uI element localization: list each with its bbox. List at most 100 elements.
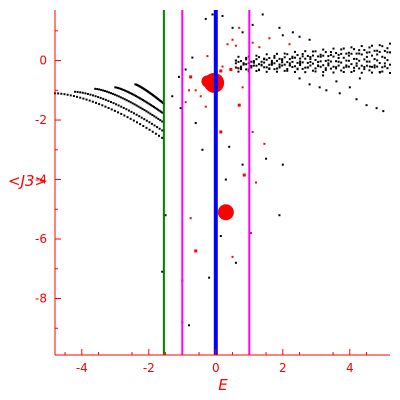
black-point: [154, 106, 157, 109]
x-tick-label: 0: [212, 361, 220, 375]
black-point: [237, 55, 240, 58]
red-point: [194, 89, 197, 92]
black-point: [291, 66, 294, 69]
black-point: [98, 103, 101, 106]
red-point: [242, 173, 246, 177]
black-point: [158, 127, 161, 130]
black-point: [159, 110, 162, 113]
black-point: [140, 98, 143, 101]
black-point: [84, 92, 87, 95]
black-point: [288, 62, 291, 65]
black-point: [365, 55, 368, 58]
black-point: [129, 92, 132, 95]
black-point: [308, 38, 311, 41]
black-point: [314, 70, 317, 73]
black-point: [268, 63, 271, 66]
black-point: [112, 102, 115, 105]
black-point: [122, 106, 125, 109]
black-point: [113, 109, 116, 112]
black-point: [126, 90, 129, 93]
black-point: [335, 60, 338, 63]
black-point: [345, 52, 348, 55]
black-point: [317, 55, 320, 58]
black-point: [329, 51, 332, 54]
black-point: [119, 87, 122, 90]
black-point: [252, 64, 255, 67]
black-point: [139, 123, 142, 126]
black-point: [152, 105, 155, 108]
black-point: [378, 50, 381, 53]
black-point: [111, 92, 114, 95]
black-point: [329, 60, 332, 63]
red-point: [251, 130, 254, 133]
black-point: [298, 77, 301, 80]
black-point: [368, 65, 371, 68]
black-point: [275, 67, 278, 70]
black-point: [265, 66, 268, 69]
black-point: [306, 54, 309, 57]
black-point: [298, 35, 301, 38]
black-point: [337, 64, 340, 67]
black-point: [318, 86, 321, 89]
black-point: [306, 61, 309, 64]
black-point: [378, 44, 381, 47]
black-point: [301, 55, 304, 58]
black-point: [150, 122, 153, 125]
black-point: [156, 126, 159, 129]
black-point: [146, 101, 149, 104]
black-point: [99, 96, 102, 99]
black-point: [81, 91, 84, 94]
black-point: [130, 92, 133, 95]
black-point: [127, 109, 130, 112]
black-point: [340, 61, 343, 64]
black-point: [322, 54, 325, 57]
black-point: [245, 63, 248, 66]
black-point: [275, 52, 278, 55]
black-point: [228, 145, 231, 148]
black-point: [345, 64, 348, 67]
black-point: [348, 86, 351, 89]
black-point: [117, 104, 120, 107]
black-point: [340, 52, 343, 55]
black-point: [304, 50, 307, 53]
black-point: [373, 66, 376, 69]
black-point: [278, 57, 281, 60]
black-point: [148, 128, 151, 131]
black-point: [355, 98, 358, 101]
black-point: [86, 92, 89, 95]
black-point: [159, 119, 162, 122]
black-point: [278, 65, 281, 68]
black-point: [319, 65, 322, 68]
black-point: [150, 104, 153, 107]
black-point: [311, 50, 314, 53]
red-point: [189, 217, 192, 220]
data-points: [54, 13, 391, 327]
black-point: [265, 70, 268, 73]
black-point: [157, 108, 160, 111]
black-point: [293, 56, 296, 59]
black-point: [281, 59, 284, 62]
black-point: [241, 31, 244, 34]
black-point: [319, 55, 322, 58]
black-point: [353, 48, 356, 51]
black-point: [304, 57, 307, 60]
black-point: [125, 108, 128, 111]
black-point: [381, 45, 384, 48]
black-point: [291, 31, 294, 34]
black-point: [171, 95, 174, 98]
black-point: [184, 68, 187, 71]
black-point: [386, 59, 389, 62]
black-point: [281, 64, 284, 67]
black-point: [324, 59, 327, 62]
black-point: [258, 63, 261, 66]
black-point: [322, 48, 325, 51]
black-point: [353, 66, 356, 69]
x-axis-title: E: [218, 376, 228, 394]
black-point: [255, 58, 258, 61]
black-point: [329, 67, 332, 70]
black-point: [322, 64, 325, 67]
black-point: [288, 64, 291, 67]
black-point: [363, 58, 366, 61]
red-point: [231, 38, 234, 41]
black-point: [134, 95, 137, 98]
